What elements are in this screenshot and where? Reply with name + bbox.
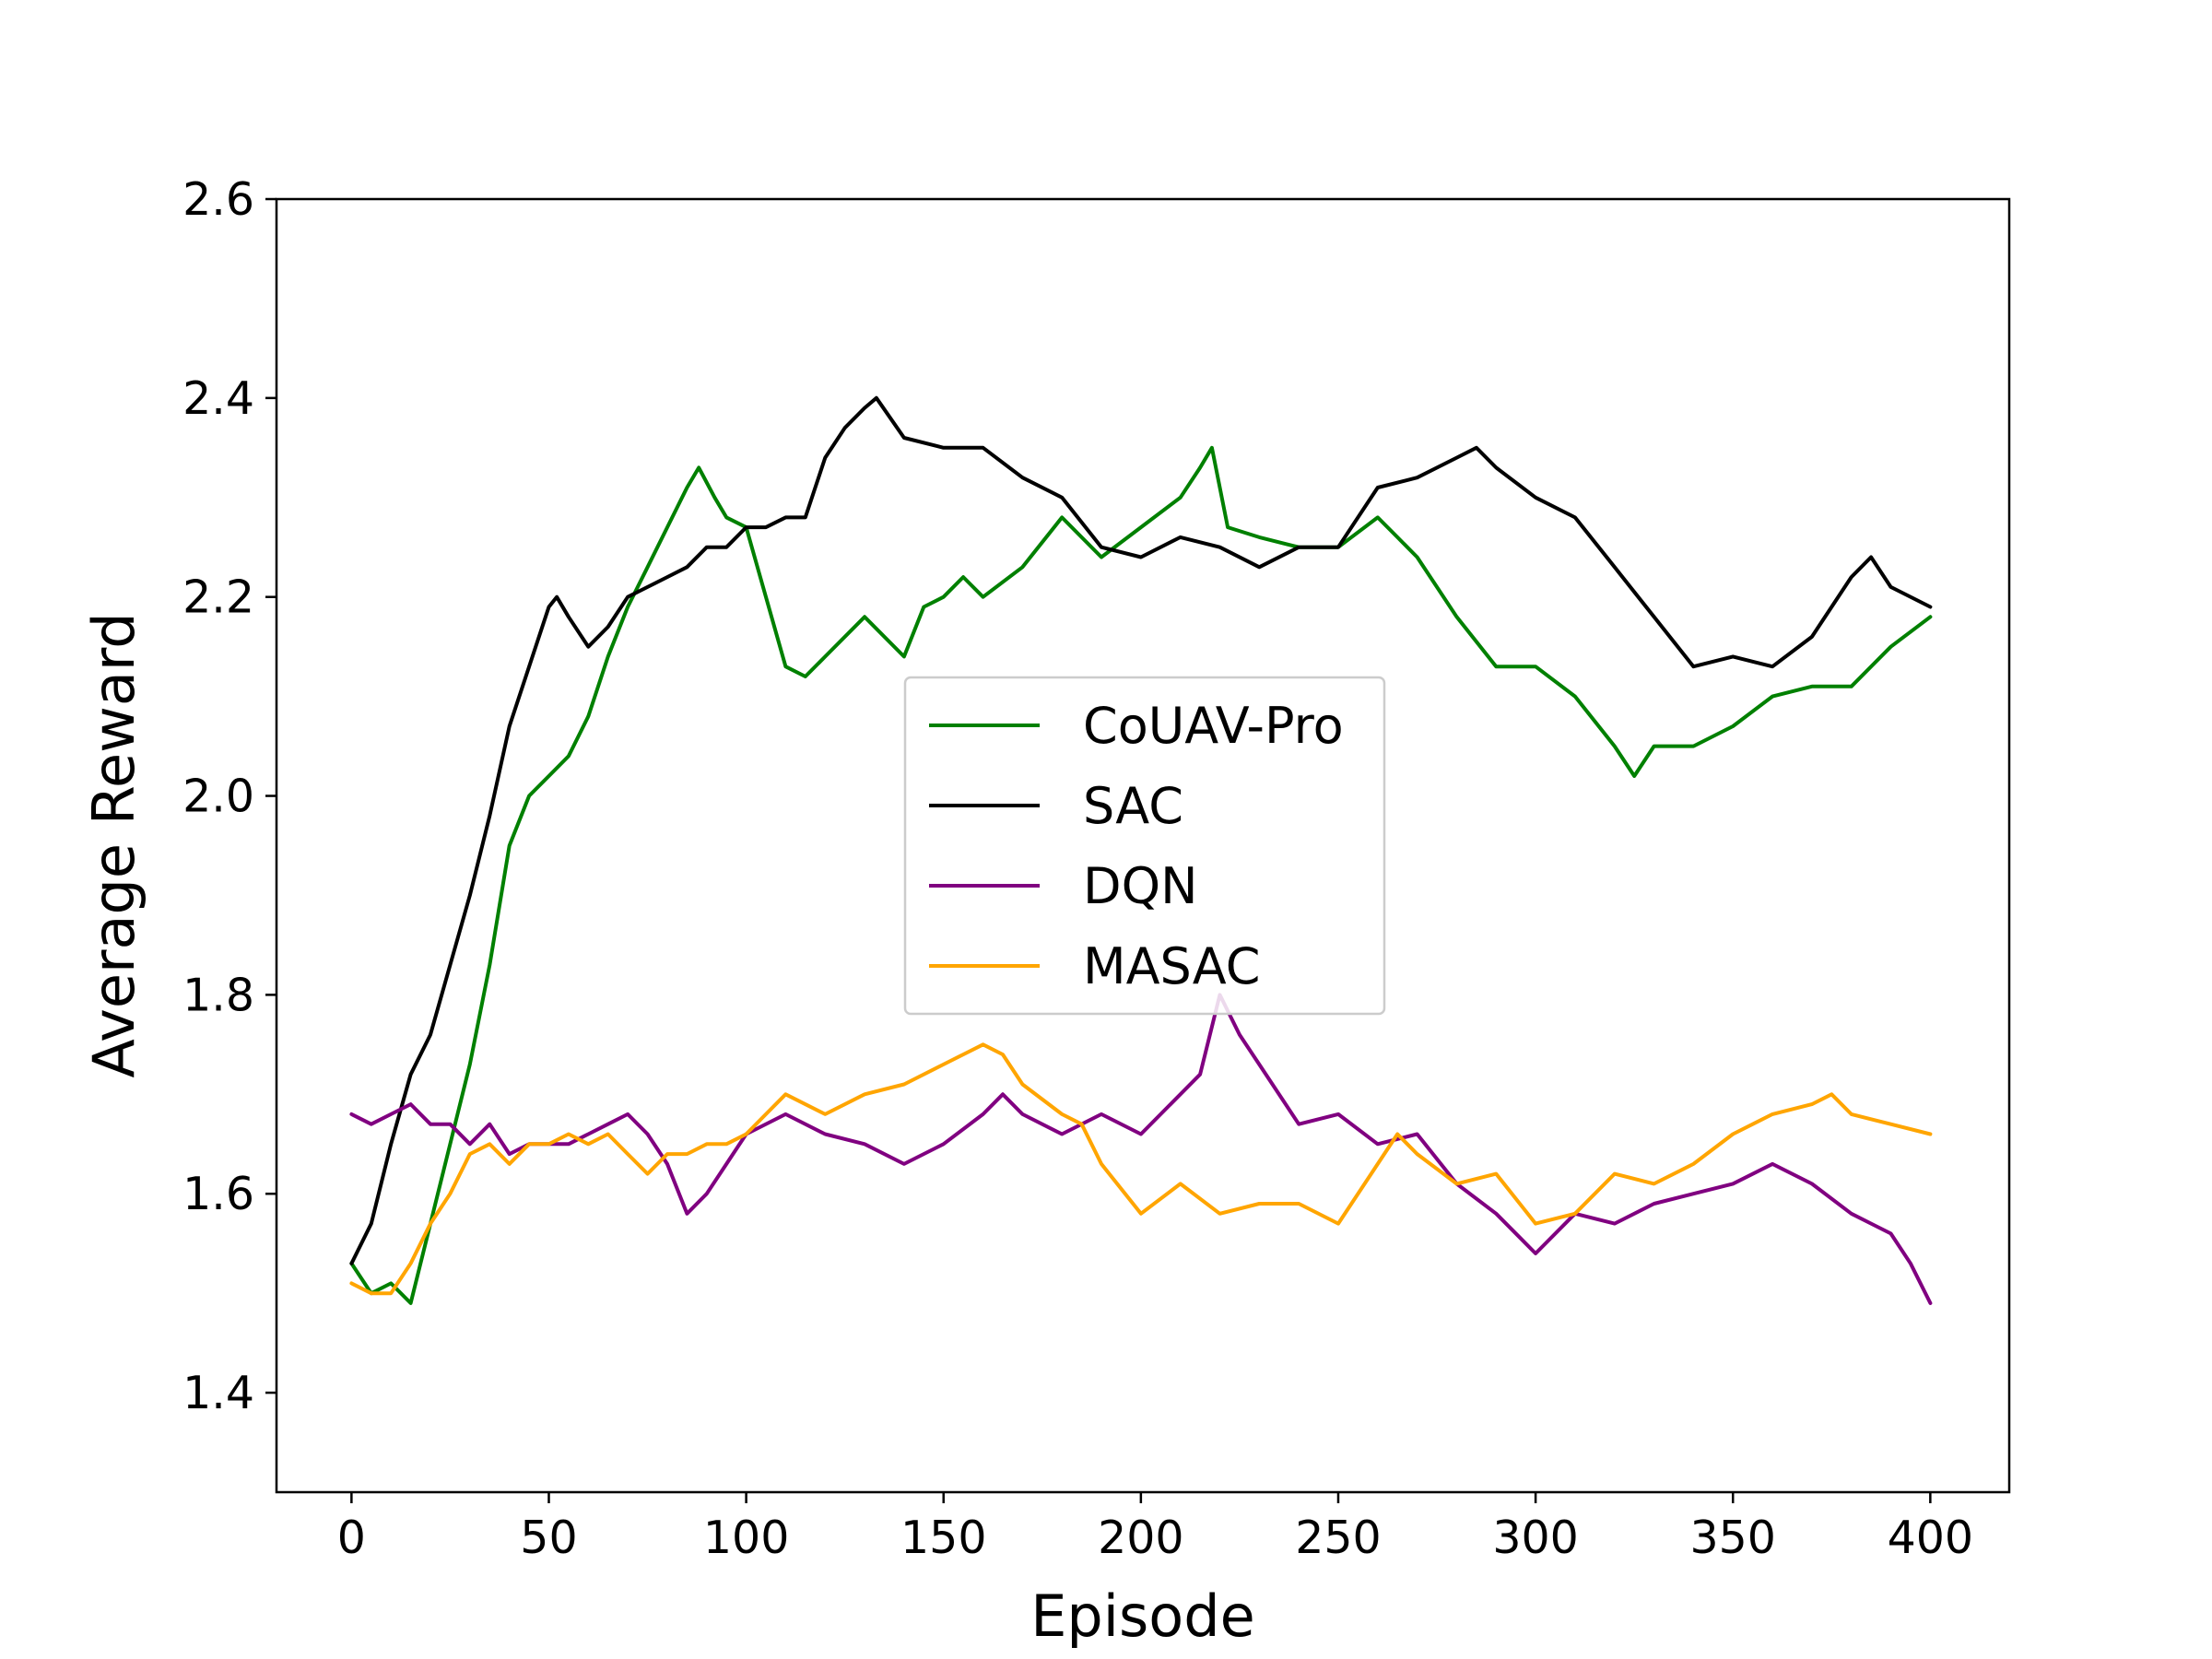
legend-label: DQN bbox=[1083, 857, 1197, 915]
y-tick-label: 2.6 bbox=[182, 173, 254, 226]
legend-label: SAC bbox=[1083, 777, 1183, 835]
y-axis: 1.4 1.6 1.8 2.0 2.2 2.4 2.6 bbox=[182, 173, 276, 1419]
y-tick-label: 1.8 bbox=[182, 969, 254, 1021]
x-axis: 0 50 100 150 200 250 300 350 400 bbox=[337, 1492, 1973, 1564]
x-tick-label: 300 bbox=[1492, 1512, 1579, 1564]
legend-box bbox=[903, 676, 1386, 1016]
x-tick-label: 350 bbox=[1689, 1512, 1776, 1564]
x-tick-label: 150 bbox=[900, 1512, 987, 1564]
legend: CoUAV-Pro SAC DQN MASAC bbox=[903, 676, 1386, 1016]
x-tick-label: 50 bbox=[520, 1512, 577, 1564]
x-tick-label: 200 bbox=[1098, 1512, 1184, 1564]
x-tick-label: 0 bbox=[337, 1512, 366, 1564]
series-line-masac bbox=[349, 1042, 1933, 1296]
y-tick-label: 2.4 bbox=[182, 372, 254, 425]
y-tick-label: 2.2 bbox=[182, 571, 254, 624]
plot-frame bbox=[275, 197, 2011, 1494]
y-tick-label: 1.6 bbox=[182, 1168, 254, 1220]
series-line-sac bbox=[349, 395, 1933, 1265]
y-axis-label: Average Reward bbox=[80, 612, 147, 1077]
x-tick-label: 250 bbox=[1295, 1512, 1382, 1564]
series-layer bbox=[349, 395, 1933, 1305]
x-tick-label: 100 bbox=[703, 1512, 790, 1564]
legend-items: CoUAV-Pro SAC DQN MASAC bbox=[929, 697, 1344, 995]
y-tick-label: 2.0 bbox=[182, 771, 254, 823]
x-axis-label: Episode bbox=[1030, 1583, 1255, 1650]
y-tick-label: 1.4 bbox=[182, 1367, 254, 1419]
series-line-couav-pro bbox=[349, 445, 1933, 1305]
x-tick-label: 400 bbox=[1888, 1512, 1974, 1564]
legend-label: MASAC bbox=[1083, 937, 1261, 995]
legend-label: CoUAV-Pro bbox=[1083, 697, 1344, 755]
